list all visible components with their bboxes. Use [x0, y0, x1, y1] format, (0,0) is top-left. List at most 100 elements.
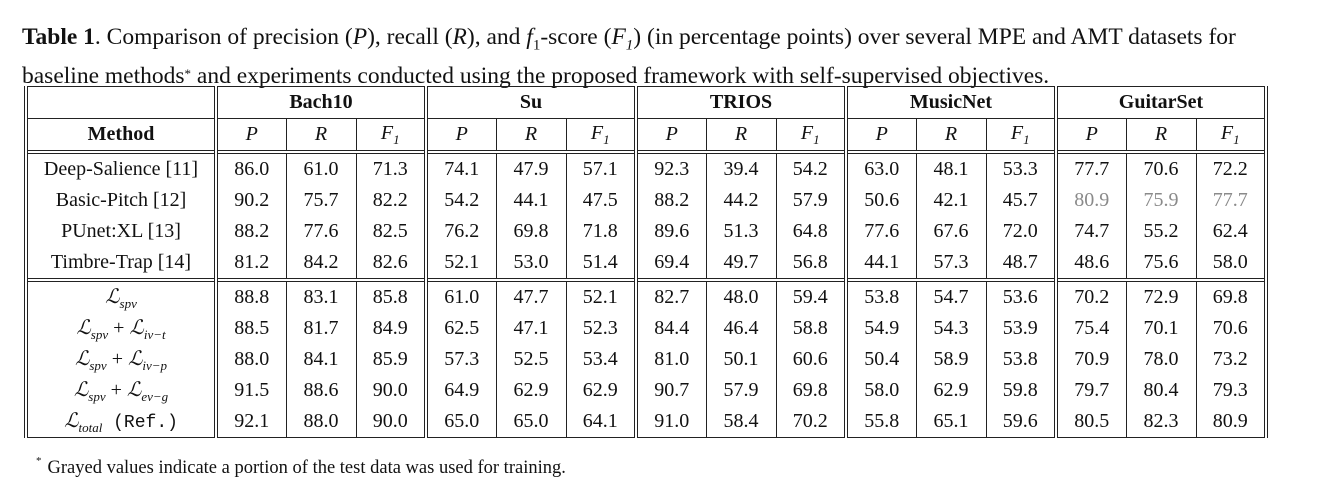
- table-cell: 53.4: [565, 344, 638, 375]
- table-cell: 84.1: [285, 344, 357, 375]
- table-row: ℒspv + ℒiv−t 88.5 81.7 84.9 62.5 47.1 52.3 84.4…: [24, 313, 1268, 344]
- method-name: Timbre-Trap [14]: [24, 247, 218, 280]
- loss-symbol: ℒ: [127, 345, 143, 370]
- table-cell: 65.1: [915, 406, 987, 438]
- table-cell: 64.1: [565, 406, 638, 438]
- table-row: ℒspv 88.8 83.1 85.8 61.0 47.7 52.1 82.7 48.0 59.4…: [24, 278, 1268, 313]
- table-cell: 64.8: [775, 216, 848, 247]
- metric-subscript: 1: [1023, 131, 1030, 147]
- caption-text: -score (: [540, 24, 612, 50]
- table-cell: 90.7: [635, 375, 707, 406]
- table-cell: 62.9: [495, 375, 567, 406]
- dataset-header: Su: [425, 86, 638, 119]
- metric-header: P: [1055, 118, 1127, 152]
- metric-subscript: 1: [1233, 131, 1240, 147]
- caption-label: Table 1: [22, 24, 95, 50]
- table-cell: 91.0: [635, 406, 707, 438]
- table-cell: 88.0: [215, 344, 287, 375]
- table-cell: 48.1: [915, 150, 987, 185]
- table-cell: 63.0: [845, 150, 917, 185]
- metric-header: P: [845, 118, 917, 152]
- table-cell: 86.0: [215, 150, 287, 185]
- table-cell: 88.5: [215, 313, 287, 344]
- metric-subscript: 1: [393, 131, 400, 147]
- caption-subscript: 1: [625, 37, 634, 54]
- table-cell: 53.3: [985, 150, 1058, 185]
- table-cell: 54.3: [915, 313, 987, 344]
- table-cell: 57.3: [915, 247, 987, 280]
- table-cell: 73.2: [1195, 344, 1268, 375]
- metric-header: F1: [1195, 118, 1268, 152]
- table-cell: 72.9: [1125, 278, 1197, 313]
- table-cell: 44.1: [845, 247, 917, 280]
- table-cell: 55.8: [845, 406, 917, 438]
- table-cell: 57.9: [775, 185, 848, 216]
- method-name: ℒtotal (Ref.): [24, 406, 218, 438]
- table-cell: 69.8: [1195, 278, 1268, 313]
- metric-header: R: [1125, 118, 1197, 152]
- caption-symbol-r: R: [452, 24, 467, 50]
- caption-subscript: 1: [532, 37, 541, 54]
- table-cell: 88.2: [215, 216, 287, 247]
- table-cell: 71.8: [565, 216, 638, 247]
- table-cell: 90.0: [355, 406, 428, 438]
- method-name: Deep-Salience [11]: [24, 150, 218, 185]
- table-cell: 90.0: [355, 375, 428, 406]
- loss-symbol: ℒ: [105, 283, 120, 308]
- table-cell: 62.9: [565, 375, 638, 406]
- loss-subscript: spv: [88, 388, 106, 404]
- table-row: ℒspv + ℒev−g 91.5 88.6 90.0 64.9 62.9 62.9 90.7…: [24, 375, 1268, 406]
- table-cell: 80.9: [1195, 406, 1268, 438]
- table-cell: 62.5: [425, 313, 497, 344]
- metric-header: P: [425, 118, 497, 152]
- table-cell: 48.7: [985, 247, 1058, 280]
- table-cell: 71.3: [355, 150, 428, 185]
- table-cell: 57.1: [565, 150, 638, 185]
- table-cell: 58.4: [705, 406, 777, 438]
- metric-header: F1: [565, 118, 638, 152]
- table-cell: 84.4: [635, 313, 707, 344]
- table-cell: 50.6: [845, 185, 917, 216]
- table-cell: 50.1: [705, 344, 777, 375]
- loss-symbol: ℒ: [76, 314, 91, 339]
- loss-subscript: iv−t: [143, 326, 166, 342]
- table-cell: 77.6: [285, 216, 357, 247]
- table-cell: 61.0: [285, 150, 357, 185]
- table-cell: 82.5: [355, 216, 428, 247]
- table-cell: 75.4: [1055, 313, 1127, 344]
- table-cell: 75.9: [1125, 185, 1197, 216]
- table-cell: 67.6: [915, 216, 987, 247]
- table-cell: 90.2: [215, 185, 287, 216]
- metric-header: R: [915, 118, 987, 152]
- table-cell: 65.0: [425, 406, 497, 438]
- table-cell: 91.5: [215, 375, 287, 406]
- table-cell: 77.7: [1195, 185, 1268, 216]
- table-cell: 75.6: [1125, 247, 1197, 280]
- table-cell: 53.0: [495, 247, 567, 280]
- reference-tag: (Ref.): [102, 412, 178, 433]
- table-cell: 51.3: [705, 216, 777, 247]
- table-cell: 50.4: [845, 344, 917, 375]
- table-cell: 47.1: [495, 313, 567, 344]
- table-cell: 39.4: [705, 150, 777, 185]
- metric-header: F1: [985, 118, 1058, 152]
- table-cell: 54.2: [775, 150, 848, 185]
- footnote-mark: *: [36, 455, 42, 467]
- table-row: Timbre-Trap [14] 81.2 84.2 82.6 52.1 53.0 51.4…: [24, 247, 1268, 280]
- table-cell: 54.7: [915, 278, 987, 313]
- table-cell: 82.2: [355, 185, 428, 216]
- table-cell: 65.0: [495, 406, 567, 438]
- loss-symbol: ℒ: [74, 345, 90, 370]
- table-cell: 56.8: [775, 247, 848, 280]
- plus-sign: +: [106, 347, 128, 370]
- table-cell: 70.2: [1055, 278, 1127, 313]
- table-cell: 70.9: [1055, 344, 1127, 375]
- loss-symbol: ℒ: [126, 376, 142, 401]
- table-cell: 77.7: [1055, 150, 1127, 185]
- table-cell: 69.8: [495, 216, 567, 247]
- caption-symbol-F1: F: [611, 24, 626, 50]
- table-cell: 76.2: [425, 216, 497, 247]
- table-cell: 70.1: [1125, 313, 1197, 344]
- metric-header: R: [285, 118, 357, 152]
- table-cell: 82.3: [1125, 406, 1197, 438]
